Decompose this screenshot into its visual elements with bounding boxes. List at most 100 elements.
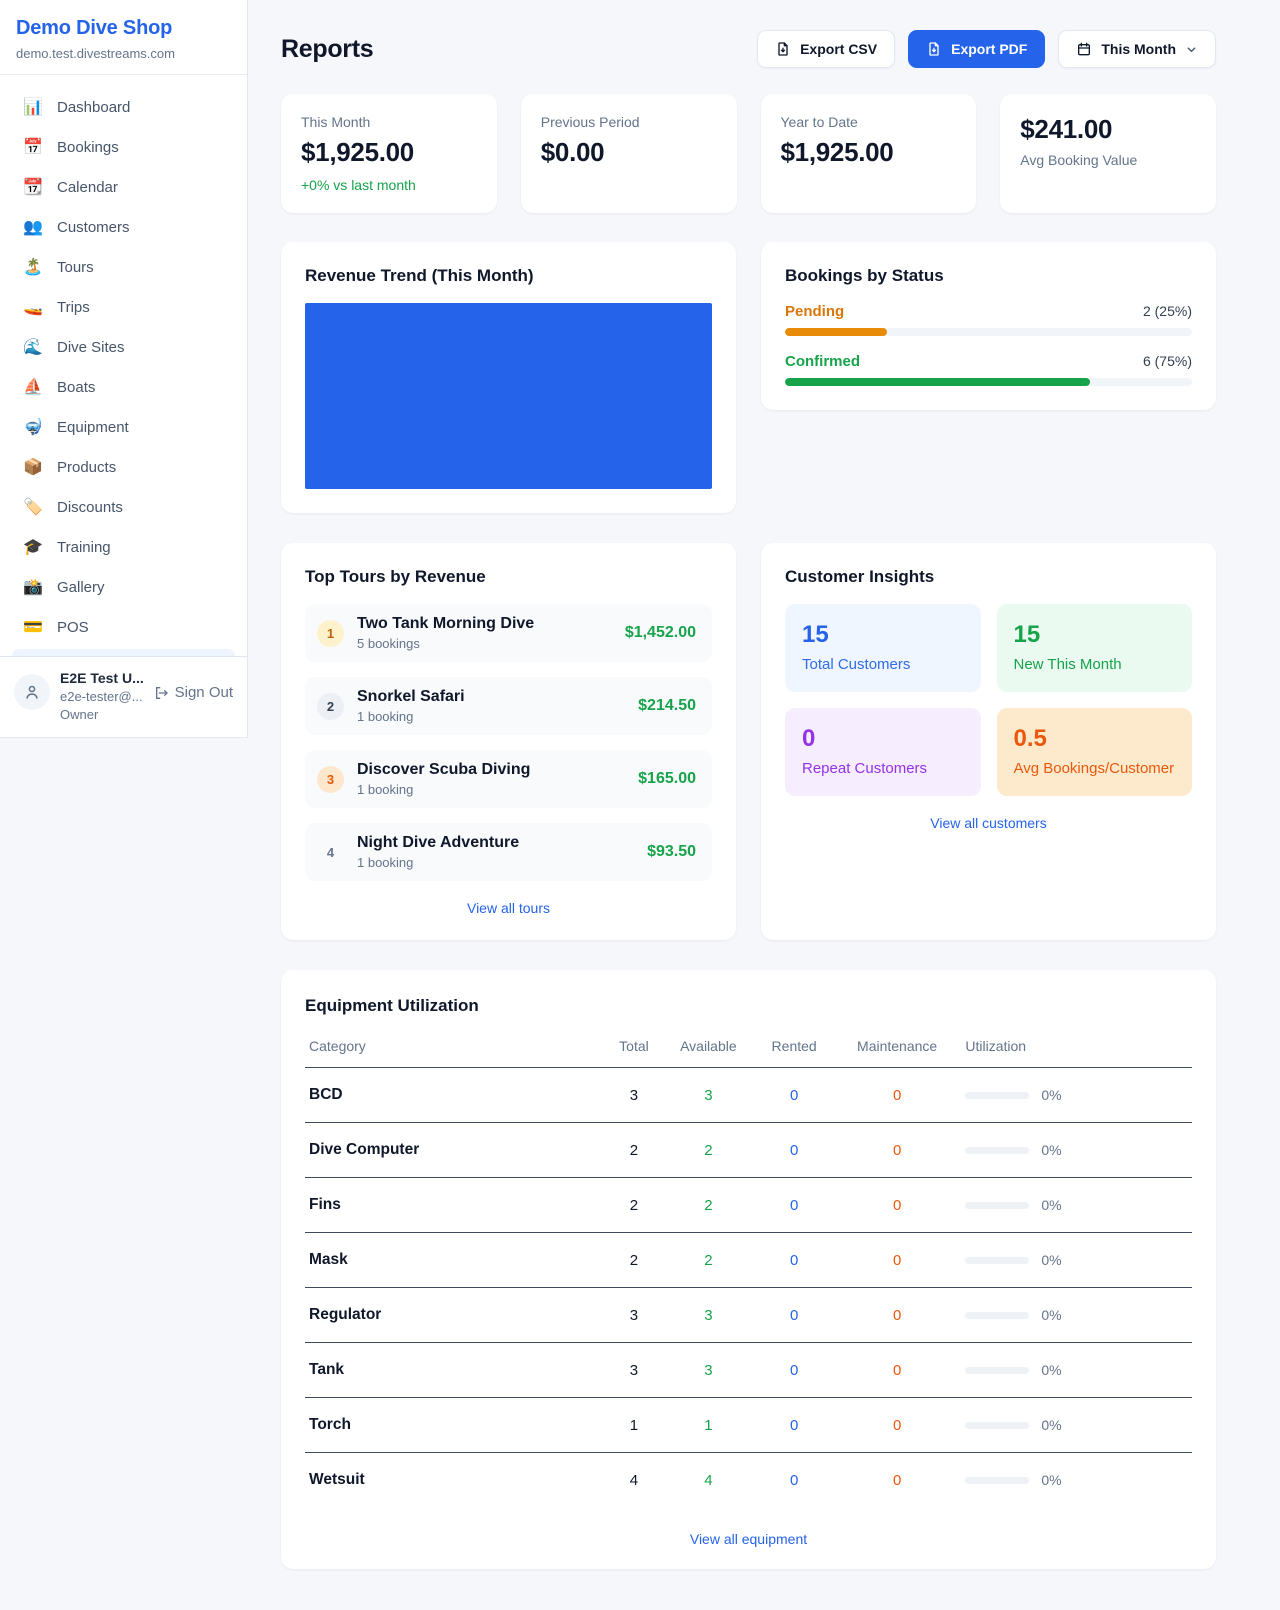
page-header: Reports Export CSV Export PDF <box>281 30 1216 68</box>
insight-label: Repeat Customers <box>802 760 928 777</box>
avatar <box>14 674 50 710</box>
export-pdf-button[interactable]: Export PDF <box>908 30 1046 68</box>
view-all-customers-link[interactable]: View all customers <box>930 815 1047 831</box>
view-all-equipment-link[interactable]: View all equipment <box>689 1531 808 1547</box>
sailboat-icon: ⛵ <box>23 378 43 396</box>
equipment-row: Torch 1 1 0 0 0% <box>305 1397 1192 1453</box>
equipment-rented: 0 <box>789 1471 799 1489</box>
insight-label: Total Customers <box>802 656 911 673</box>
equipment-total: 2 <box>606 1177 662 1233</box>
equipment-column-header: Utilization <box>961 1030 1192 1068</box>
tour-rank-badge: 4 <box>326 844 335 860</box>
sidebar-item-pos[interactable]: 💳 POS <box>12 609 235 646</box>
equipment-row: BCD 3 3 0 0 0% <box>305 1067 1192 1123</box>
equipment-column-header: Rented <box>755 1030 833 1068</box>
equipment-total: 2 <box>606 1232 662 1288</box>
equipment-rented: 0 <box>755 1287 833 1343</box>
revenue-trend-card: Revenue Trend (This Month) <box>281 242 736 513</box>
equipment-utilization-card: Equipment Utilization Category Total Avail… <box>281 970 1216 1569</box>
sidebar-item-boats[interactable]: ⛵ Boats <box>12 369 235 406</box>
main-content: Reports Export CSV Export PDF <box>248 0 1280 1603</box>
equipment-rented: 0 <box>755 1177 833 1233</box>
insight-box: 0.5 Avg Bookings/Customer <box>996 708 1192 796</box>
equipment-table-header: Category Total Available Rented Maintenance U… <box>305 1030 1192 1068</box>
equipment-maintenance: 0 <box>832 1177 962 1233</box>
equipment-maintenance: 0 <box>832 1122 962 1178</box>
equipment-row: Tank 3 3 0 0 0% <box>305 1342 1192 1398</box>
shop-name: Demo Dive Shop <box>16 17 173 39</box>
tour-row: 2 Snorkel Safari 1 booking $214.50 <box>305 677 712 735</box>
equipment-utilization-title: Equipment Utilization <box>305 996 479 1015</box>
graduation-cap-icon: 🎓 <box>23 538 43 556</box>
equipment-available: 4 <box>704 1471 713 1489</box>
bookings-by-status-title: Bookings by Status <box>785 266 944 285</box>
utilization-bar-track <box>965 1256 1030 1264</box>
sidebar-item-label: Gallery <box>57 579 105 596</box>
bar-chart-icon: 📊 <box>23 98 43 116</box>
sidebar-item-label: Dive Sites <box>57 339 125 356</box>
status-row: Confirmed 6 (75%) <box>785 353 1192 386</box>
status-bar-track <box>785 378 1192 386</box>
sidebar-item-label: Dashboard <box>57 99 131 116</box>
insight-value: 15 <box>802 621 829 648</box>
period-select[interactable]: This Month <box>1058 30 1216 68</box>
equipment-maintenance: 0 <box>832 1342 962 1398</box>
sidebar-item-label: Discounts <box>57 499 123 516</box>
sidebar-item-dashboard[interactable]: 📊 Dashboard <box>12 89 235 126</box>
sidebar-item-label: Bookings <box>57 139 119 156</box>
equipment-row: Wetsuit 4 4 0 0 0% <box>305 1453 1192 1508</box>
view-all-tours-link[interactable]: View all tours <box>466 900 550 916</box>
sidebar-item-gallery[interactable]: 📸 Gallery <box>12 569 235 606</box>
sign-out-button[interactable]: Sign Out <box>153 684 233 701</box>
equipment-maintenance: 0 <box>892 1471 902 1489</box>
equipment-total: 1 <box>606 1397 662 1453</box>
stat-subtext: +0% vs last month <box>301 177 416 193</box>
diving-mask-icon: 🤿 <box>23 418 43 436</box>
export-csv-button[interactable]: Export CSV <box>757 30 896 68</box>
utilization-text: 0% <box>1041 1307 1062 1323</box>
sidebar-item-dive-sites[interactable]: 🌊 Dive Sites <box>12 329 235 366</box>
equipment-category: Mask <box>305 1232 607 1288</box>
equipment-rented: 0 <box>755 1122 833 1178</box>
tour-bookings: 1 booking <box>357 709 414 724</box>
sidebar-item-tours[interactable]: 🏝️ Tours <box>12 249 235 286</box>
tour-row: 1 Two Tank Morning Dive 5 bookings $1,45… <box>305 604 712 662</box>
sidebar-item-training[interactable]: 🎓 Training <box>12 529 235 566</box>
stat-card-2: Year to Date $1,925.00 <box>760 94 977 213</box>
equipment-row: Regulator 3 3 0 0 0% <box>305 1287 1192 1343</box>
tag-icon: 🏷️ <box>23 498 43 516</box>
sidebar-item-trips[interactable]: 🚤 Trips <box>12 289 235 326</box>
people-icon: 👥 <box>23 218 43 236</box>
tour-rank-badge: 1 <box>317 619 344 647</box>
tour-name: Discover Scuba Diving <box>357 761 531 778</box>
sidebar-header: Demo Dive Shop demo.test.divestreams.com <box>0 0 247 75</box>
sidebar-item-products[interactable]: 📦 Products <box>12 449 235 486</box>
equipment-column-header: Total <box>606 1030 662 1068</box>
equipment-available: 2 <box>661 1122 756 1178</box>
sidebar-item-label: Products <box>57 459 117 476</box>
sidebar-item-calendar[interactable]: 📆 Calendar <box>12 169 235 206</box>
sidebar-item-customers[interactable]: 👥 Customers <box>12 209 235 246</box>
stat-card-1: Previous Period $0.00 <box>520 94 737 213</box>
equipment-category: BCD <box>305 1067 607 1123</box>
sidebar-item-equipment[interactable]: 🤿 Equipment <box>12 409 235 446</box>
stat-label: Previous Period <box>540 114 640 130</box>
sidebar-item-bookings[interactable]: 📅 Bookings <box>12 129 235 166</box>
insight-box: 15 Total Customers <box>785 604 981 692</box>
equipment-available: 3 <box>661 1342 756 1398</box>
sign-out-icon <box>155 686 168 699</box>
top-tours-card: Top Tours by Revenue 1 Two Tank Morning … <box>281 543 736 940</box>
equipment-available: 2 <box>661 1177 756 1233</box>
sidebar-item-reports-partial[interactable] <box>12 649 235 656</box>
insight-value: 0.5 <box>1013 725 1047 752</box>
status-count: 2 (25%) <box>1142 303 1192 319</box>
tour-amount: $1,452.00 <box>624 624 696 641</box>
utilization-text: 0% <box>1041 1252 1062 1268</box>
tour-amount: $93.50 <box>647 843 696 860</box>
sidebar-item-discounts[interactable]: 🏷️ Discounts <box>12 489 235 526</box>
equipment-row: Dive Computer 2 2 0 0 0% <box>305 1122 1192 1178</box>
equipment-available: 3 <box>661 1287 756 1343</box>
equipment-available: 3 <box>661 1067 756 1123</box>
package-icon: 📦 <box>23 458 43 476</box>
stat-label: Avg Booking Value <box>1020 152 1138 168</box>
